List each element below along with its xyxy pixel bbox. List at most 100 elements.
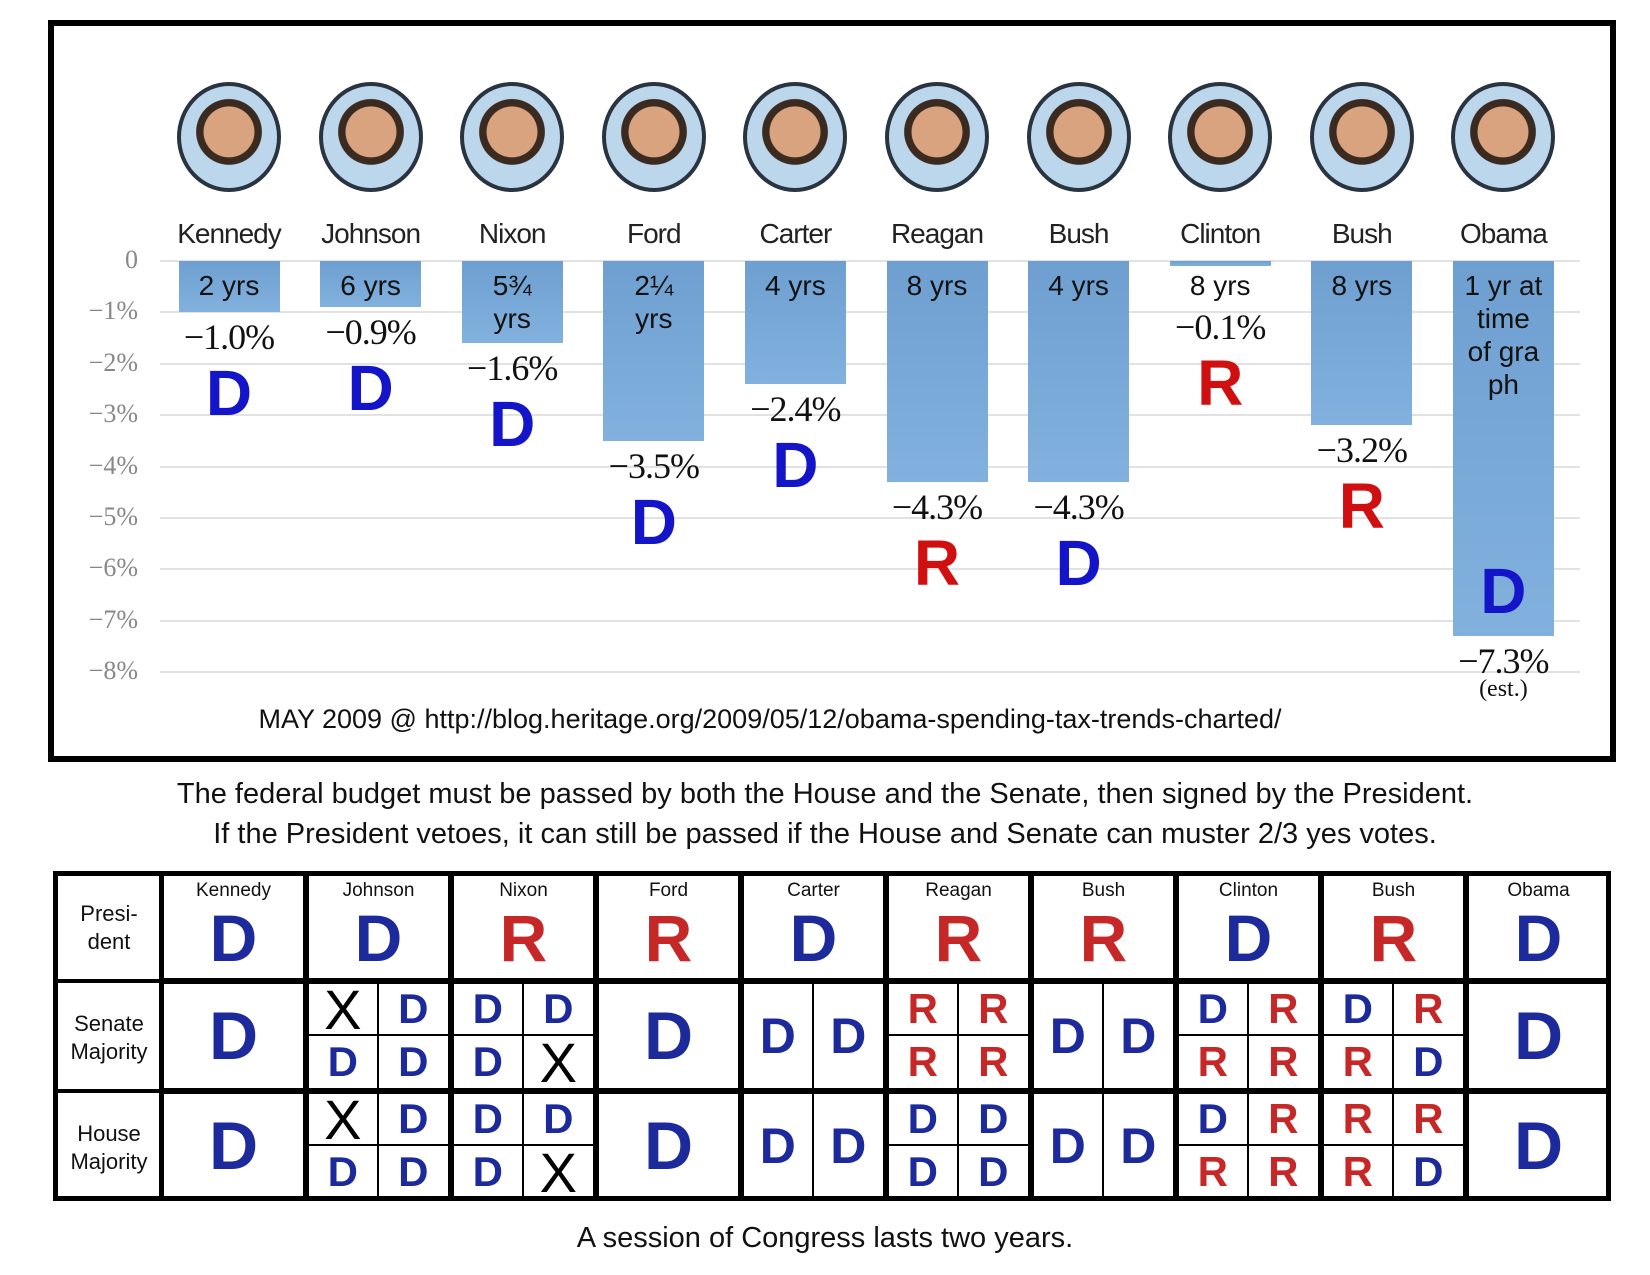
y-tick-label: −3%	[88, 399, 138, 429]
senate-letter: D	[1513, 998, 1564, 1074]
senate-letter: R	[1324, 1036, 1394, 1088]
house-letter: R	[1324, 1094, 1394, 1146]
column-name: Kennedy	[195, 880, 271, 901]
house-letter: D	[1513, 1108, 1564, 1184]
president-letter: R	[1079, 901, 1128, 975]
column-name: Ford	[648, 880, 689, 901]
portrait	[743, 82, 848, 192]
row-label-line: Majority	[70, 1039, 148, 1064]
senate-letter: D	[454, 1036, 524, 1088]
senate-cell: D	[1466, 981, 1611, 1091]
portrait	[1451, 82, 1556, 192]
president-letter: R	[1369, 901, 1418, 975]
president-cell: Ford R	[596, 871, 741, 981]
bar	[1452, 261, 1554, 637]
house-letter: D	[398, 1148, 429, 1195]
senate-letter: D	[1120, 1008, 1157, 1064]
value-note: (est.)	[1479, 676, 1528, 703]
bar	[320, 261, 422, 308]
party-letter: D	[630, 485, 677, 558]
portrait	[601, 82, 706, 192]
house-letter: D	[889, 1094, 959, 1146]
bar	[178, 261, 280, 313]
president-cell: Clinton D	[1176, 871, 1321, 981]
president-letter: D	[789, 901, 838, 975]
grid-line	[160, 465, 1580, 468]
house-letter: R	[1268, 1148, 1299, 1195]
caption-line: If the President vetoes, it can still be…	[213, 818, 1437, 850]
grid-line	[160, 311, 1580, 314]
party-letter: D	[1055, 526, 1102, 599]
president-name: Kennedy	[177, 218, 282, 249]
row-label: Senate Majority	[53, 981, 161, 1091]
grid-line	[160, 568, 1580, 571]
y-tick-label: −5%	[88, 501, 138, 531]
column-name: Reagan	[925, 880, 992, 901]
house-letter: X	[309, 1088, 379, 1151]
president-name: Bush	[1048, 218, 1110, 249]
y-tick-label: −2%	[88, 347, 138, 377]
party-letter: D	[772, 429, 819, 502]
house-cell: D	[1466, 1091, 1611, 1201]
senate-cell: D	[596, 981, 741, 1091]
column-name: Carter	[787, 880, 840, 901]
president-letter: R	[934, 901, 983, 975]
y-tick-label: 0	[125, 245, 138, 274]
portrait	[1309, 82, 1414, 192]
party-letter: D	[1480, 555, 1527, 628]
house-letter: D	[643, 1108, 694, 1184]
term-label: 4 yrs	[1048, 270, 1109, 301]
senate-letter: R	[958, 984, 1028, 1036]
portrait	[1026, 82, 1131, 192]
senate-letter: D	[830, 1008, 867, 1064]
president-name: Bush	[1331, 218, 1393, 249]
grid-line	[160, 260, 1580, 262]
house-letter: D	[1120, 1118, 1157, 1174]
column-name: Bush	[1081, 880, 1126, 901]
value-label: −1.0%	[183, 317, 275, 358]
value-label: −3.2%	[1316, 430, 1408, 471]
house-letter: D	[889, 1146, 959, 1198]
value-label: −2.4%	[750, 389, 841, 430]
value-label: −7.3%	[1458, 641, 1549, 682]
row-label-line: Senate	[74, 1011, 144, 1036]
y-tick-label: −6%	[88, 553, 138, 583]
column-name: Clinton	[1218, 880, 1279, 901]
president-letter: R	[644, 901, 693, 975]
source-text: MAY 2009 @ http://blog.heritage.org/2009…	[258, 704, 1282, 734]
senate-letter: D	[454, 984, 524, 1036]
president-name: Carter	[759, 218, 832, 249]
senate-letter: R	[1268, 1038, 1299, 1085]
value-label: −1.6%	[467, 348, 558, 389]
term-label: 8 yrs	[906, 270, 968, 301]
senate-letter: D	[1324, 984, 1394, 1036]
senate-letter: D	[744, 984, 814, 1088]
bar	[1028, 261, 1130, 482]
term-label: 8 yrs	[1189, 270, 1251, 301]
senate-letter: D	[208, 998, 259, 1074]
house-letter: D	[309, 1146, 379, 1198]
portrait	[177, 82, 281, 192]
house-letter: D	[208, 1108, 259, 1184]
house-letter: R	[1324, 1146, 1394, 1198]
bar	[1169, 261, 1271, 267]
bar	[744, 261, 846, 385]
senate-letter: R	[978, 1038, 1009, 1085]
grid-line	[160, 516, 1580, 519]
term-label: 6 yrs	[340, 270, 401, 301]
senate-letter: D	[398, 1038, 429, 1085]
senate-letter: D	[378, 984, 448, 1036]
president-name: Nixon	[478, 218, 547, 249]
house-cell: D	[596, 1091, 741, 1201]
